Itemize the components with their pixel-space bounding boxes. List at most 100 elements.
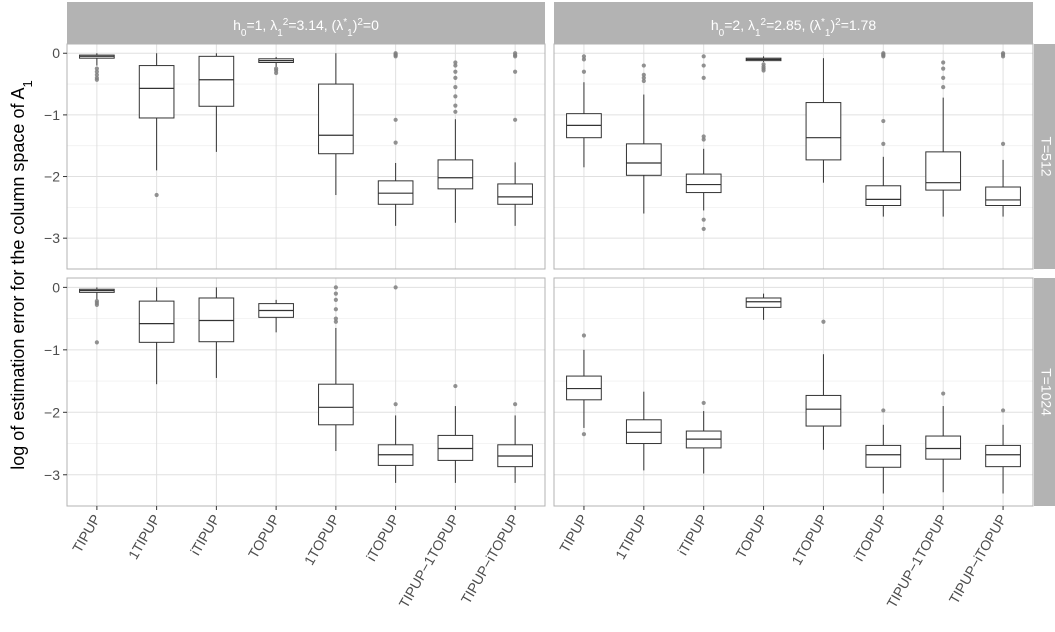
- y-tick-label: −2: [44, 404, 60, 420]
- strip-lambda-star-symbol: (λ: [809, 17, 821, 33]
- strip-lambda-symbol: λ: [270, 17, 277, 33]
- box: [138, 287, 175, 385]
- outlier-point: [94, 66, 99, 71]
- outlier-point: [393, 402, 398, 407]
- outlier-point: [701, 75, 706, 81]
- strip-h-sub: 0: [719, 28, 725, 39]
- x-tick-label: 1TOPUP: [301, 512, 343, 568]
- box: [497, 402, 533, 483]
- strip-lambda-sub: 1: [277, 28, 283, 39]
- box: [566, 333, 602, 437]
- outlier-point: [701, 226, 706, 232]
- x-tick-label: TIPUP−iTOPUP: [458, 512, 522, 607]
- outlier-point: [513, 69, 518, 74]
- panel: TIPUP 1TIPUP iTIPUP TOPUP 1TOPUP iTOPUPTIPUP−…: [553, 277, 1034, 611]
- outlier-point: [581, 69, 587, 74]
- strip-h-symbol: h: [233, 17, 241, 33]
- outlier-point: [701, 400, 706, 406]
- outlier-point: [701, 137, 706, 142]
- box: [79, 287, 115, 345]
- box-body: [318, 83, 354, 155]
- x-tick-label: TOPUP: [732, 512, 770, 562]
- strip-lambda-star-sup: 2: [357, 17, 363, 28]
- outlier-point: [1000, 408, 1006, 413]
- column-strip-label: h0=1, λ12=3.14, (λ*1)2=0: [233, 17, 379, 39]
- strip-lambda-star-sup: 2: [835, 17, 841, 28]
- outlier-point: [513, 402, 518, 407]
- outlier-point: [453, 383, 458, 389]
- box-body: [925, 435, 962, 460]
- outlier-point: [453, 85, 458, 90]
- outlier-point: [513, 117, 518, 122]
- box: [685, 54, 722, 232]
- outlier-point: [333, 307, 338, 312]
- x-tick-label: 1TIPUP: [612, 512, 650, 562]
- box-body: [685, 173, 722, 194]
- box-body: [925, 151, 962, 191]
- x-tick-label: TIPUP−iTOPUP: [946, 512, 1010, 607]
- column-strip: [554, 2, 1033, 44]
- box: [258, 299, 294, 333]
- strip-lambda-star: *: [821, 17, 825, 28]
- box: [79, 53, 115, 82]
- box: [138, 53, 175, 198]
- strip-lambda-star-symbol: (λ: [332, 17, 344, 33]
- outlier-point: [941, 60, 946, 65]
- y-tick-label: −1: [44, 342, 60, 358]
- outlier-point: [941, 75, 946, 81]
- strip-h-value: =1,: [246, 17, 270, 33]
- y-tick-label: −3: [44, 467, 60, 483]
- panel-border: [66, 277, 546, 507]
- panel-border: [553, 277, 1034, 507]
- outlier-point: [1000, 141, 1006, 146]
- box: [685, 400, 722, 474]
- outlier-point: [453, 103, 458, 108]
- outlier-point: [641, 75, 646, 81]
- y-axis-title: log of estimation error for the column s…: [8, 80, 35, 469]
- x-tick-label: TIPUP−1TOPUP: [883, 512, 949, 611]
- row-strip-label: T=1024: [1038, 368, 1054, 416]
- box: [805, 319, 842, 450]
- x-tick-label: iTIPUP: [187, 512, 223, 558]
- outlier-point: [333, 297, 338, 302]
- strip-lambda-sup: 2: [761, 17, 767, 28]
- outlier-point: [94, 302, 99, 307]
- box-body: [138, 65, 175, 119]
- box-body: [437, 159, 474, 190]
- outlier-point: [393, 52, 398, 58]
- outlier-point: [333, 319, 338, 324]
- panel: 0 −1 −2 −3: [44, 43, 546, 270]
- outlier-point: [941, 66, 946, 71]
- strip-lambda-sub: 1: [755, 28, 761, 39]
- outlier-point: [701, 134, 706, 139]
- box: [925, 391, 962, 493]
- strip-h-symbol: h: [711, 17, 719, 33]
- box: [437, 60, 474, 223]
- outlier-point: [393, 117, 398, 122]
- y-tick-label: −2: [44, 169, 60, 185]
- box: [985, 51, 1021, 217]
- outlier-point: [941, 391, 946, 396]
- box: [258, 56, 294, 76]
- box-body: [865, 444, 902, 468]
- box-body: [805, 102, 842, 161]
- outlier-point: [1000, 51, 1006, 56]
- strip-lambda-symbol: λ: [748, 17, 755, 33]
- column-strip-label: h0=2, λ12=2.85, (λ*1)2=1.78: [711, 17, 876, 39]
- y-axis-title-sub: 1: [20, 80, 35, 87]
- box: [985, 408, 1021, 494]
- strip-lambda-star-sub: 1: [825, 28, 831, 39]
- row-strip: [1034, 278, 1055, 506]
- outlier-point: [641, 63, 646, 68]
- box-body: [985, 444, 1021, 468]
- x-tick-label: iTOPUP: [363, 512, 402, 564]
- outlier-point: [641, 72, 646, 77]
- outlier-point: [581, 333, 587, 338]
- box-body: [745, 297, 782, 308]
- outlier-point: [641, 78, 646, 84]
- outlier-point: [513, 54, 518, 59]
- strip-lambda-value: =2.85,: [766, 17, 809, 33]
- box-body: [318, 383, 354, 426]
- outlier-point: [881, 141, 886, 146]
- outlier-point: [154, 192, 159, 198]
